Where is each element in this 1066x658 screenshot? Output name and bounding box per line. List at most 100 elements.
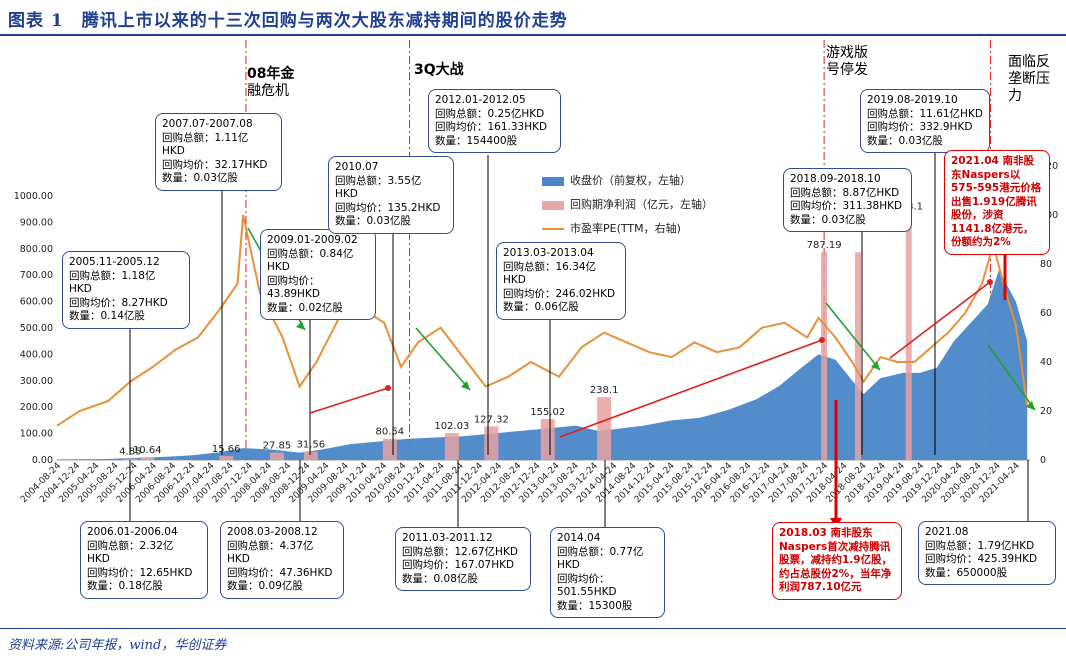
box-line: 回购总额：4.37亿 [227, 539, 314, 552]
trend-arrow-down [415, 327, 471, 391]
box-line: 数量：0.14亿股 [69, 310, 145, 322]
naspers-note-2021-text: 2021.04 南非股东Naspers以575-595港元价格出售1.919亿腾… [951, 155, 1042, 248]
box-line: 回购均价：246.02HKD [503, 287, 616, 300]
event-crisis-line2: 融危机 [247, 83, 289, 99]
y-left-tick-label: 1000.00 [14, 191, 53, 202]
box-line: 2019.08-2019.10 [867, 94, 958, 106]
profit-bar [484, 426, 499, 460]
box-line: 501.55HKD [557, 586, 617, 598]
legend-pe-label: 市盈率PE(TTM，右轴) [570, 222, 681, 235]
buyback-box-2014: 2014.04 回购总额：0.77亿 HKD 回购均价： 501.55HKD 数量：153… [550, 527, 665, 618]
trend-arrow-up [889, 281, 991, 359]
box-line: 回购均价：311.38HKD [790, 200, 903, 212]
box-line: HKD [162, 145, 185, 157]
y-left-tick-label: 500.00 [20, 323, 53, 334]
event-crisis-line1: 08年金 [247, 66, 295, 82]
event-antitrust-line3: 力 [1008, 88, 1022, 104]
box-line: 回购均价：47.36HKD [227, 566, 333, 579]
profit-bar-label: 238.1 [590, 385, 619, 396]
box-line: 2013.03-2013.04 [503, 247, 594, 259]
profit-bar [269, 452, 284, 460]
box-line: 数量：0.08亿股 [402, 572, 478, 585]
profit-bar-label: 102.03 [434, 421, 469, 432]
box-line: HKD [69, 283, 92, 295]
y-left-tick-label: 300.00 [20, 376, 53, 387]
event-game-line2: 号停发 [826, 62, 868, 78]
trend-arrowhead-up [987, 279, 993, 285]
profit-bar-label: 31.56 [297, 440, 326, 451]
profit-bar-label: 80.54 [375, 427, 404, 438]
box-line: 回购均价：135.2HKD [335, 201, 441, 214]
y-left-tick-label: 0.00 [32, 455, 53, 466]
box-line: 数量：0.06亿股 [503, 301, 579, 313]
box-line: 2007.07-2007.08 [162, 118, 253, 130]
profit-bar [821, 252, 828, 460]
box-line: 回购总额：3.55亿 [335, 174, 422, 187]
buyback-box-2019: 2019.08-2019.10 回购总额：11.61亿HKD 回购均价：332.9H… [860, 89, 990, 153]
y-right-tick-label: 20 [1040, 406, 1052, 417]
event-label-2008-crisis: 08年金 融危机 [247, 66, 294, 100]
box-line: 数量：0.18亿股 [87, 580, 163, 592]
box-line: 数量：0.09亿股 [227, 580, 303, 592]
box-line: HKD [87, 553, 110, 565]
event-label-game-suspension: 游戏版 号停发 [826, 45, 868, 79]
y-left-tick-label: 700.00 [20, 270, 53, 281]
profit-bar [854, 252, 861, 460]
box-line: 回购总额：0.77亿 [557, 545, 644, 558]
box-line: 回购总额：2.32亿 [87, 539, 174, 552]
buyback-box-2007: 2007.07-2007.08 回购总额：1.11亿 HKD 回购均价：32.17HK… [155, 113, 282, 191]
buyback-box-2011: 2011.03-2011.12 回购总额：12.67亿HKD 回购均价：167.07… [395, 527, 531, 591]
naspers-note-2018-text: 2018.03 南非股东Naspers首次减持腾讯股票，减持约1.9亿股，约占总… [779, 527, 893, 593]
box-line: 回购总额：0.84亿 [267, 247, 354, 260]
chart-title: 图表 1 腾讯上市以来的十三次回购与两次大股东减持期间的股价走势 [8, 11, 568, 31]
event-game-line1: 游戏版 [826, 45, 868, 61]
profit-bar [597, 397, 612, 460]
trend-arrow-down [987, 344, 1036, 411]
box-line: 回购总额：0.25亿HKD [435, 107, 545, 120]
box-line: 回购总额：1.79亿HKD [925, 539, 1035, 552]
profit-bar-label: 155.02 [530, 407, 565, 418]
box-line: 回购总额：16.34亿 [503, 260, 597, 273]
trend-arrowhead-up [385, 385, 391, 391]
y-right-tick-label: 0 [1040, 455, 1046, 466]
pe-line [56, 214, 1029, 427]
trend-arrow-up [559, 339, 823, 438]
source-divider [0, 628, 1066, 629]
trend-arrowhead-down [871, 361, 880, 370]
trend-arrowhead-up [819, 337, 825, 343]
profit-bar [540, 419, 555, 460]
profit-bar [444, 433, 459, 460]
box-line: 回购均价：32.17HKD [162, 158, 268, 171]
buyback-box-2021: 2021.08 回购总额：1.79亿HKD 回购均价：425.39HKD 数量：650… [918, 521, 1056, 585]
profit-bar [303, 451, 318, 460]
y-left-tick-label: 800.00 [20, 244, 53, 255]
legend-price: 收盘价（前复权，左轴） [542, 172, 691, 188]
naspers-note-2021: 2021.04 南非股东Naspers以575-595港元价格出售1.919亿腾… [944, 150, 1050, 255]
y-right-tick-label: 40 [1040, 357, 1052, 368]
trend-arrow-down [825, 302, 881, 371]
box-line: 回购均价： [267, 274, 320, 287]
event-label-antitrust: 面临反 垄断压 力 [1008, 54, 1050, 105]
trend-arrow-up [309, 387, 389, 414]
box-line: 数量：0.03亿股 [867, 134, 943, 147]
trend-arrowhead-down [1026, 401, 1035, 410]
box-line: 回购总额：11.61亿HKD [867, 107, 983, 120]
box-line: HKD [503, 274, 526, 286]
box-line: 回购均价：167.07HKD [402, 559, 515, 571]
legend-price-label: 收盘价（前复权，左轴） [570, 174, 691, 187]
trend-arrowhead-down [296, 321, 305, 330]
y-right-tick-label: 80 [1040, 259, 1052, 270]
box-line: 2008.03-2008.12 [227, 526, 318, 538]
legend-profit-label: 回购期净利润（亿元，左轴） [570, 198, 713, 211]
box-line: HKD [335, 188, 358, 200]
event-antitrust-line1: 面临反 [1008, 54, 1050, 70]
profit-bar [905, 213, 912, 460]
title-divider [0, 34, 1066, 36]
event-label-3q-war: 3Q大战 [414, 62, 464, 78]
buyback-box-2008: 2008.03-2008.12 回购总额：4.37亿 HKD 回购均价：47.36HK… [220, 521, 344, 599]
box-line: 2012.01-2012.05 [435, 94, 526, 106]
box-line: 回购均价：425.39HKD [925, 553, 1038, 565]
legend-pe-swatch [542, 228, 564, 230]
box-line: HKD [557, 559, 580, 571]
box-line: 2010.07 [335, 161, 379, 173]
